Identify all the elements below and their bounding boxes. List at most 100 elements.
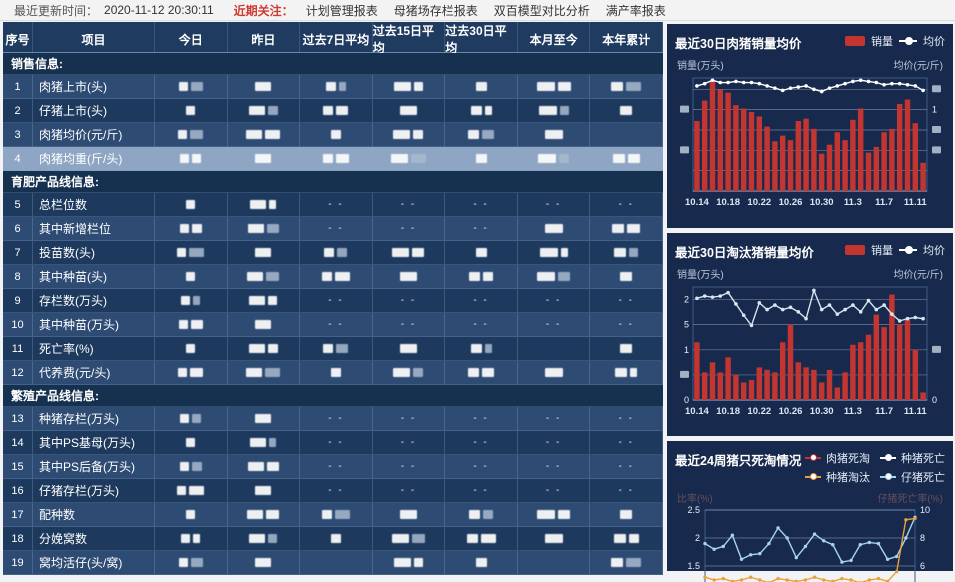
table-row[interactable]: 10 其中种苗(万头) - - - - - - - - - - <box>3 313 663 337</box>
value-cell <box>518 337 591 360</box>
value-cell <box>518 147 591 170</box>
no-data-dashes: - - <box>473 485 489 496</box>
redacted-value <box>399 344 417 353</box>
value-cell <box>518 265 591 288</box>
redacted-value <box>413 368 424 377</box>
breeder-death-legend-icon <box>880 454 896 461</box>
no-data-dashes: - - <box>400 199 417 210</box>
svg-text:10.26: 10.26 <box>779 197 803 208</box>
piglet-death-legend-icon <box>880 473 896 480</box>
row-number: 11 <box>3 337 33 360</box>
no-data-dashes: - - <box>400 437 417 448</box>
svg-text:5: 5 <box>684 320 689 330</box>
table-row[interactable]: 1 肉猪上市(头) <box>3 75 663 99</box>
column-header: 过去15日平均 <box>373 22 446 56</box>
redacted-value <box>413 82 423 91</box>
table-row[interactable]: 5 总栏位数 - - - - - - - - - - <box>3 193 663 217</box>
redacted-value <box>190 130 204 139</box>
chart3-legend-label: 种猪死亡 <box>901 453 945 465</box>
redacted-value <box>246 368 263 377</box>
chart2-right-axis-label: 均价(元/斤) <box>893 270 943 281</box>
redacted-value <box>337 248 348 257</box>
topbar: 最近更新时间： 2020-11-12 20:30:11 近期关注： 计划管理报表… <box>0 0 955 21</box>
redacted-value <box>189 486 205 495</box>
redacted-value <box>255 248 272 257</box>
chart3-title: 最近24周猪只死淘情况 <box>675 454 802 468</box>
redacted-value <box>615 368 628 377</box>
table-row[interactable]: 19 窝均活仔(头/窝) <box>3 551 663 575</box>
no-data-dashes: - - <box>328 223 344 234</box>
table-row[interactable]: 13 种猪存栏(万头) - - - - - - - - - - <box>3 407 663 431</box>
redacted-value <box>330 368 341 377</box>
redacted-value <box>255 82 272 91</box>
redacted-value <box>560 248 568 257</box>
redacted-value <box>249 296 266 305</box>
chart3-left-axis-label: 比率(%) <box>677 494 713 505</box>
table-row[interactable]: 6 其中新增栏位 - - - - - - <box>3 217 663 241</box>
table-row[interactable]: 3 肉猪均价(元/斤) <box>3 123 663 147</box>
link-capacity-report[interactable]: 满产率报表 <box>605 3 666 18</box>
row-item-label: 其中种苗(万头) <box>33 313 155 336</box>
table-row[interactable]: 11 死亡率(%) <box>3 337 663 361</box>
value-cell <box>590 75 663 98</box>
value-cell: - - <box>373 455 446 478</box>
table-row[interactable]: 8 其中种苗(头) <box>3 265 663 289</box>
no-data-dashes: - - <box>473 223 489 234</box>
redacted-value <box>255 414 272 423</box>
svg-text:2: 2 <box>684 295 689 305</box>
sales-bar-legend-icon <box>845 245 865 255</box>
pork-sales-price-chart[interactable]: 1 10.14 10.18 10.22 10.26 10.30 11.3 11.7 11.11 <box>675 73 945 223</box>
svg-text:10.18: 10.18 <box>716 197 740 208</box>
redacted-value <box>255 320 272 329</box>
value-cell <box>590 503 663 526</box>
no-data-dashes: - - <box>545 461 562 472</box>
table-row[interactable]: 14 其中PS基母(万头) - - - - - - - - - - <box>3 431 663 455</box>
row-number: 13 <box>3 407 33 430</box>
table-row[interactable]: 15 其中PS后备(万头) - - - - - - - - - - <box>3 455 663 479</box>
table-row[interactable]: 2 仔猪上市(头) <box>3 99 663 123</box>
svg-text:2: 2 <box>695 533 700 543</box>
svg-text:10.30: 10.30 <box>810 406 834 417</box>
table-row[interactable]: 9 存栏数(万头) - - - - - - - - - - <box>3 289 663 313</box>
column-header: 昨日 <box>228 22 301 56</box>
link-sow-farm-report[interactable]: 母猪场存栏报表 <box>393 3 478 18</box>
value-cell <box>155 265 228 288</box>
table-row[interactable]: 7 投苗数(头) <box>3 241 663 265</box>
table-row[interactable]: 17 配种数 <box>3 503 663 527</box>
redacted-value <box>559 154 570 163</box>
table-row[interactable]: 12 代养费(元/头) <box>3 361 663 385</box>
redacted-value <box>399 106 417 115</box>
redacted-value <box>179 462 189 471</box>
row-number: 17 <box>3 503 33 526</box>
row-item-label: 肉猪上市(头) <box>33 75 155 98</box>
row-item-label: 仔猪上市(头) <box>33 99 155 122</box>
value-cell <box>373 241 446 264</box>
no-data-dashes: - - <box>618 485 634 496</box>
svg-text:0: 0 <box>932 395 937 405</box>
value-cell <box>590 361 663 384</box>
value-cell <box>300 503 373 526</box>
redacted-value <box>393 130 411 139</box>
redacted-value <box>177 486 187 495</box>
death-cull-chart[interactable]: 2.5 102 81.5 6 <box>675 506 945 582</box>
row-number: 3 <box>3 123 33 146</box>
link-model-compare-report[interactable]: 双百模型对比分析 <box>493 3 590 18</box>
redacted-value <box>267 106 278 115</box>
svg-text:1: 1 <box>684 345 689 355</box>
redacted-value <box>268 296 278 305</box>
column-header: 今日 <box>155 22 228 56</box>
row-number: 5 <box>3 193 33 216</box>
table-row[interactable]: 16 仔猪存栏(万头) - - - - - - - - - - <box>3 479 663 503</box>
redacted-value <box>482 130 495 139</box>
link-plan-report[interactable]: 计划管理报表 <box>305 3 378 18</box>
table-row[interactable]: 4 肉猪均重(斤/头) <box>3 147 663 171</box>
value-cell <box>518 75 591 98</box>
row-number: 15 <box>3 455 33 478</box>
no-data-dashes: - - <box>328 295 344 306</box>
redacted-value <box>330 130 341 139</box>
value-cell <box>155 479 228 502</box>
redacted-value <box>483 272 494 281</box>
redacted-value <box>178 320 188 329</box>
table-row[interactable]: 18 分娩窝数 <box>3 527 663 551</box>
